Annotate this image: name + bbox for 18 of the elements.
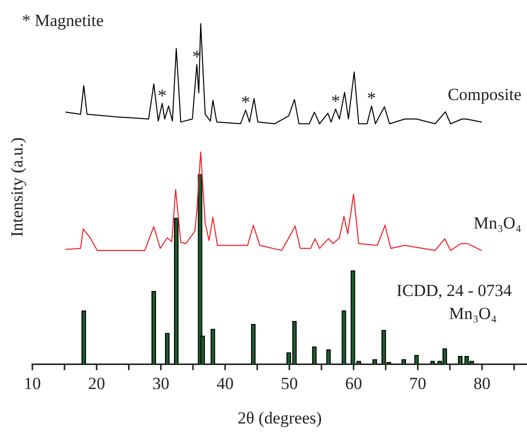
x-tick-label: 50 bbox=[280, 374, 298, 393]
annotation: * bbox=[331, 91, 340, 112]
series-label: Composite bbox=[448, 85, 522, 104]
x-tick-label: 70 bbox=[409, 374, 426, 393]
annotation: * bbox=[241, 92, 250, 112]
x-tick-label: 30 bbox=[152, 374, 170, 393]
y-axis-title: Intensity (a.u.) bbox=[8, 137, 27, 237]
x-tick-label: 10 bbox=[24, 374, 41, 393]
series-label: Mn₃O₄ bbox=[474, 213, 522, 232]
x-tick-label: 80 bbox=[474, 374, 491, 393]
annotation: * bbox=[367, 88, 376, 108]
x-tick-label: 40 bbox=[216, 374, 234, 393]
x-axis-title: 2θ (degrees) bbox=[238, 408, 322, 428]
annotation: * Magnetite bbox=[22, 11, 104, 30]
annotation: * bbox=[158, 85, 167, 106]
x-tick-label: 60 bbox=[345, 374, 362, 393]
series-label: ICDD, 24 - 0734 Mn₃O₄ bbox=[396, 281, 512, 324]
x-tick-label: 20 bbox=[88, 374, 106, 393]
